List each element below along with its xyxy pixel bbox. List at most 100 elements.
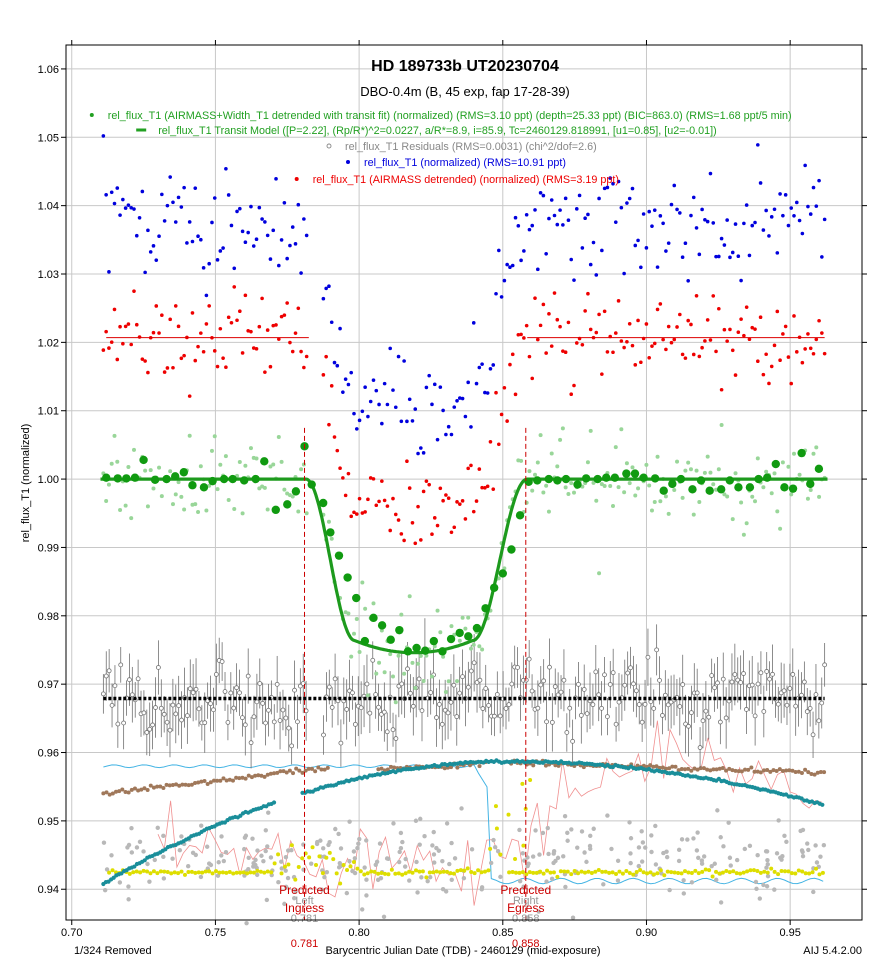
residual-point [570,738,576,744]
residual-point [228,690,234,696]
residual-point [167,727,173,733]
residual-point [465,684,471,690]
aux-point-brown [211,778,216,783]
residual-point [245,673,251,679]
marker-value-lower: 0.781 [291,938,319,950]
red-series-point [349,514,354,519]
aux-point-lightgray [276,880,281,885]
green-light-series-point [549,451,554,456]
binned-point [188,481,197,490]
aux-point-lightgray [653,823,658,829]
aux-point-brown [180,782,185,787]
aux-point-brown [132,786,137,791]
aux-point-yellow [362,872,367,877]
green-light-series-point [722,492,727,497]
x-tick-label: 0.85 [492,927,513,939]
red-series-point [541,302,546,307]
blue-series-point [115,186,120,190]
aux-point-brown [657,765,662,770]
aux-point-lightgray [155,825,160,831]
aux-point-brown [692,766,697,771]
red-series-point [226,315,231,320]
red-series-point [162,370,167,374]
aux-point-yellow [134,869,139,874]
red-series-point [605,350,610,354]
aux-point-brown [243,776,248,781]
green-light-series-point [371,601,376,606]
blue-series-point [410,419,415,423]
red-series-point [212,349,217,353]
x-tick-label: 0.95 [779,927,800,939]
residual-point [321,732,326,738]
aux-point-yellow [445,869,450,874]
aux-point-yellow [365,871,370,876]
aux-point-yellow [179,869,184,874]
blue-series-point [619,205,624,210]
aux-point-lightgray [243,833,249,838]
green-light-series-point [753,499,758,504]
residual-point [764,669,770,674]
binned-point [659,486,668,495]
green-light-series-point [608,484,613,489]
green-light-series-point [463,626,468,631]
aux-point-lightgray [579,829,585,834]
residual-point [804,709,810,714]
blue-series-point [627,196,632,201]
aux-point-lightgray [126,842,132,848]
aux-point-yellow [403,871,408,876]
red-series-point [193,358,198,363]
blue-series-point [783,193,788,197]
aux-point-yellow [224,870,229,875]
green-light-series-point [106,482,111,487]
aux-point-brown [714,767,719,772]
aux-point-yellow [431,870,436,875]
aux-point-lightgray [779,857,784,862]
aux-point-yellow [141,868,146,873]
red-series-point [196,344,200,349]
red-series-point [329,384,334,388]
red-series-point [363,510,367,514]
binned-point [318,498,328,508]
blue-series-point [583,216,587,221]
aux-point-yellow [755,869,760,874]
aux-point-brown [294,766,299,771]
aux-point-yellow [620,871,625,876]
red-series-point [750,325,755,330]
aux-point-yellow [765,870,770,875]
binned-point [239,476,249,485]
blue-series-point [185,241,189,245]
aux-point-yellow [772,869,777,874]
residual-point [326,684,332,690]
red-series-point [388,528,393,533]
binned-point [251,474,260,484]
red-series-point [694,293,699,298]
binned-point [524,477,533,487]
blue-series-point [758,181,763,185]
aux-point-lightgray [799,848,805,853]
blue-series-point [221,246,225,250]
binned-point [507,545,516,554]
blue-series-point [811,185,816,190]
green-light-series-point [204,508,209,513]
aux-point-yellow [658,868,663,873]
aux-point-yellow [276,852,281,857]
aux-point-yellow [438,870,443,875]
green-light-series-point [619,427,624,432]
red-series-point [218,326,223,331]
aux-point-brown [765,768,770,773]
blue-series-point [608,176,613,180]
aux-point-yellow [310,845,315,850]
aux-point-lightgray [761,882,766,888]
residual-point [445,710,451,716]
aux-point-brown [161,786,166,791]
residual-point [610,670,616,676]
blue-series-point [335,363,340,368]
binned-point [676,474,686,484]
residual-point [729,679,735,685]
binned-point [688,485,697,494]
aux-point-lightgray [667,887,672,893]
y-tick-label: 1.04 [38,201,59,213]
blue-series-point [268,257,273,261]
blue-series-point [260,217,264,221]
blue-series-point [625,201,629,205]
